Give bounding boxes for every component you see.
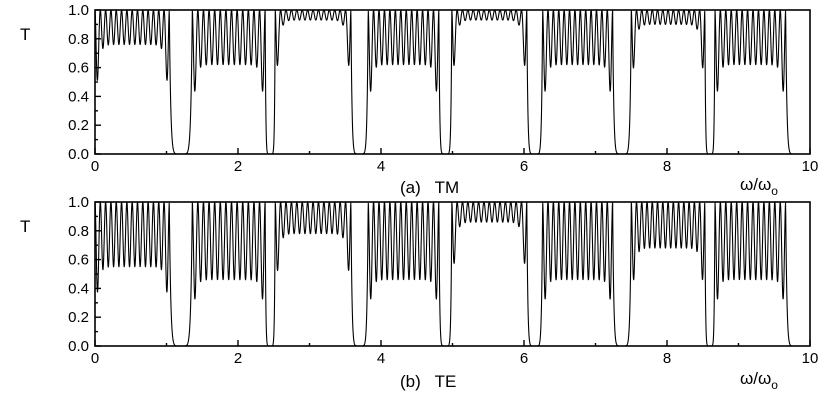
y-tick-label: 0.8 <box>68 31 89 48</box>
y-tick-label: 0.6 <box>68 60 89 77</box>
panel-caption-te: (b) TE <box>400 372 456 391</box>
x-ticks-tm: 0 2 4 6 8 10 <box>91 148 819 175</box>
x-tick-label: 8 <box>663 158 671 175</box>
y-tick-label: 0.2 <box>68 309 89 326</box>
y-ticks-te: 0.0 0.2 0.4 0.6 0.8 1.0 <box>68 194 101 355</box>
x-axis-label-main-tm: ω/ω <box>740 175 771 194</box>
y-tick-label: 0.8 <box>68 223 89 240</box>
x-axis-label-sub-te: o <box>771 378 778 392</box>
x-tick-label: 4 <box>377 350 385 367</box>
panel-caption-tm: (a) TM <box>400 178 459 197</box>
x-tick-label: 0 <box>91 350 99 367</box>
x-tick-label: 2 <box>234 350 242 367</box>
y-axis-label-te: T <box>20 217 30 236</box>
y-tick-label: 0.4 <box>68 280 89 297</box>
x-tick-label: 8 <box>663 350 671 367</box>
y-tick-label: 0.0 <box>68 146 89 163</box>
transmission-curve-te <box>94 201 795 347</box>
y-tick-label: 1.0 <box>68 2 89 19</box>
y-tick-label: 0.2 <box>68 117 89 134</box>
x-tick-label: 6 <box>520 158 528 175</box>
x-axis-label-sub-tm: o <box>771 184 778 198</box>
y-ticks-tm: 0.0 0.2 0.4 0.6 0.8 1.0 <box>68 2 101 163</box>
transmission-curve-tm <box>94 9 795 155</box>
x-axis-label-tm: ω/ωo <box>740 175 778 198</box>
x-tick-label: 2 <box>234 158 242 175</box>
panel-te: 0.0 0.2 0.4 0.6 0.8 1.0 0 2 4 6 8 10 T ω/ωo (b) TE <box>20 194 818 392</box>
y-tick-label: 0.6 <box>68 252 89 269</box>
x-tick-label: 6 <box>520 350 528 367</box>
y-axis-label-tm: T <box>20 25 30 44</box>
x-tick-label: 0 <box>91 158 99 175</box>
x-axis-label-main-te: ω/ω <box>740 369 771 388</box>
y-tick-label: 1.0 <box>68 194 89 211</box>
x-ticks-te: 0 2 4 6 8 10 <box>91 340 819 367</box>
panel-tm: 0.0 0.2 0.4 0.6 0.8 1.0 0 2 4 6 8 10 T ω/ωo (a) TM <box>20 2 818 198</box>
x-tick-label: 4 <box>377 158 385 175</box>
x-tick-label: 10 <box>802 158 819 175</box>
x-tick-label: 10 <box>802 350 819 367</box>
y-tick-label: 0.4 <box>68 88 89 105</box>
x-axis-label-te: ω/ωo <box>740 369 778 392</box>
y-tick-label: 0.0 <box>68 338 89 355</box>
